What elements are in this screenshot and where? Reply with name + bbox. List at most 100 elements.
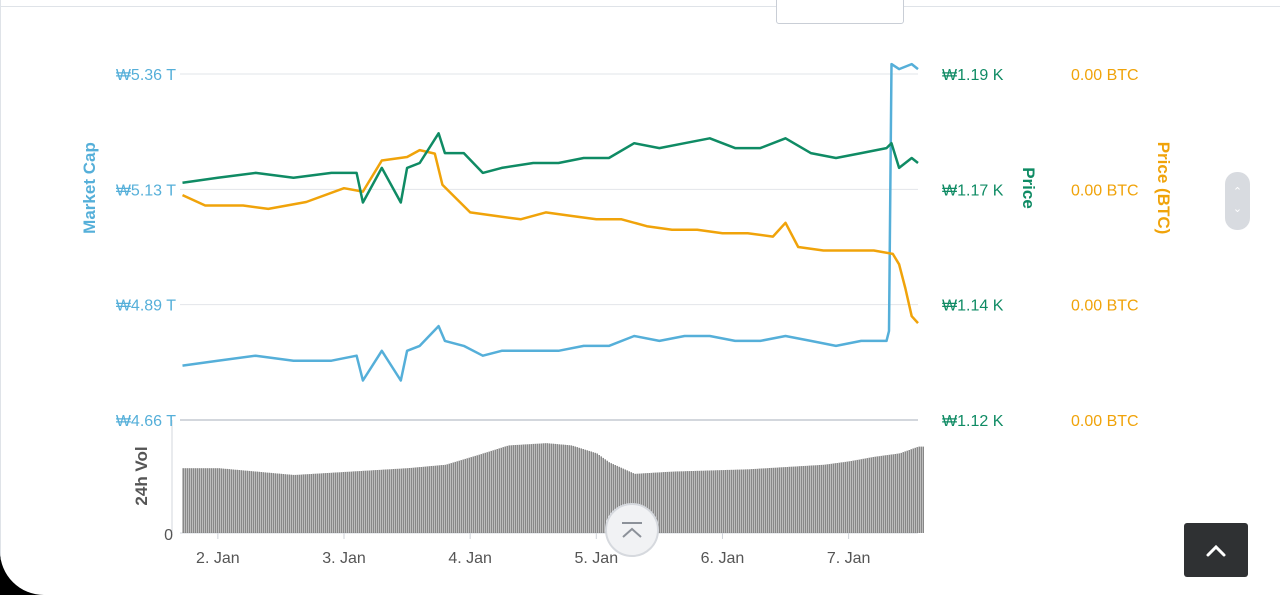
volume-bar bbox=[650, 472, 652, 533]
volume-bar bbox=[582, 449, 584, 533]
volume-bar bbox=[810, 465, 812, 533]
volume-bar bbox=[610, 463, 612, 533]
volume-bar bbox=[748, 469, 750, 533]
volume-bar bbox=[790, 466, 792, 533]
volume-bar bbox=[508, 445, 510, 533]
volume-bar bbox=[620, 467, 622, 533]
volume-bar bbox=[674, 471, 676, 533]
scroll-to-top-circle-button[interactable] bbox=[605, 503, 659, 557]
volume-bar bbox=[194, 468, 196, 533]
volume-bar bbox=[276, 473, 278, 533]
volume-bar bbox=[486, 452, 488, 533]
volume-bar bbox=[550, 443, 552, 533]
volume-bar bbox=[262, 472, 264, 533]
volume-bar bbox=[316, 473, 318, 533]
volume-bar bbox=[574, 446, 576, 533]
volume-bar bbox=[524, 444, 526, 533]
volume-bar bbox=[300, 474, 302, 533]
volume-bar bbox=[910, 449, 912, 533]
volume-bar bbox=[640, 473, 642, 533]
volume-bars bbox=[182, 443, 924, 533]
chevron-up-icon[interactable]: ⌃ bbox=[1232, 186, 1243, 198]
volume-bar bbox=[752, 469, 754, 533]
volume-bar bbox=[386, 469, 388, 533]
volume-bar bbox=[514, 445, 516, 533]
volume-bar bbox=[780, 467, 782, 533]
volume-bar bbox=[374, 470, 376, 533]
volume-bar bbox=[618, 466, 620, 533]
volume-bar bbox=[648, 473, 650, 533]
volume-bar bbox=[440, 465, 442, 533]
volume-bar bbox=[380, 469, 382, 533]
volume-bar bbox=[872, 457, 874, 533]
volume-bar bbox=[466, 458, 468, 533]
market-cap-axis-label: Market Cap bbox=[80, 142, 99, 234]
volume-bar bbox=[840, 462, 842, 533]
volume-bar bbox=[218, 468, 220, 533]
volume-bar bbox=[384, 469, 386, 533]
price-line bbox=[182, 132, 919, 204]
volume-bar bbox=[644, 473, 646, 533]
volume-bar bbox=[394, 468, 396, 533]
volume-bar bbox=[816, 465, 818, 533]
volume-bar bbox=[794, 466, 796, 533]
chart-range-dropdown[interactable] bbox=[776, 0, 904, 24]
volume-bar bbox=[228, 469, 230, 533]
volume-bar bbox=[532, 443, 534, 533]
volume-bar bbox=[498, 448, 500, 533]
volume-bar bbox=[558, 444, 560, 533]
volume-bar bbox=[868, 457, 870, 533]
volume-bar bbox=[588, 450, 590, 533]
volume-tick-label: 0 bbox=[164, 527, 173, 544]
volume-bar bbox=[506, 445, 508, 533]
volume-bar bbox=[282, 474, 284, 533]
volume-bar bbox=[846, 461, 848, 533]
volume-bar bbox=[314, 473, 316, 533]
volume-bar bbox=[882, 455, 884, 533]
volume-bar bbox=[754, 468, 756, 533]
volume-bar bbox=[744, 469, 746, 533]
volume-bar bbox=[290, 474, 292, 533]
volume-bar bbox=[312, 473, 314, 533]
volume-bar bbox=[334, 472, 336, 533]
volume-bar bbox=[326, 473, 328, 533]
volume-bar bbox=[456, 461, 458, 533]
volume-bar bbox=[554, 443, 556, 533]
volume-bar bbox=[414, 467, 416, 533]
volume-bar bbox=[198, 468, 200, 533]
volume-bar bbox=[572, 445, 574, 533]
volume-bar bbox=[210, 468, 212, 533]
volume-bar bbox=[526, 444, 528, 533]
volume-bar bbox=[850, 461, 852, 533]
x-tick-label: 4. Jan bbox=[448, 550, 492, 567]
volume-bar bbox=[546, 443, 548, 533]
volume-bar bbox=[410, 467, 412, 533]
back-to-top-button[interactable] bbox=[1184, 523, 1248, 577]
volume-bar bbox=[504, 446, 506, 533]
volume-bar bbox=[826, 464, 828, 533]
chart-scroll-widget[interactable]: ⌃ ⌄ bbox=[1225, 172, 1250, 230]
volume-bar bbox=[654, 472, 656, 533]
volume-bar bbox=[510, 445, 512, 533]
volume-bar bbox=[758, 468, 760, 533]
volume-bar bbox=[914, 447, 916, 533]
volume-bar bbox=[844, 461, 846, 533]
volume-bar bbox=[444, 464, 446, 533]
top-divider bbox=[0, 6, 1280, 7]
volume-bar bbox=[596, 453, 598, 533]
volume-bar bbox=[268, 472, 270, 533]
x-tick-label: 3. Jan bbox=[322, 550, 366, 567]
price-btc-tick-label: 0.00 BTC bbox=[1071, 413, 1139, 430]
x-tick-label: 6. Jan bbox=[701, 550, 745, 567]
volume-bar bbox=[272, 473, 274, 533]
volume-bar bbox=[358, 471, 360, 533]
volume-bar bbox=[626, 470, 628, 533]
volume-bar bbox=[348, 471, 350, 533]
volume-bar bbox=[266, 472, 268, 533]
volume-bar bbox=[186, 468, 188, 533]
chevron-down-icon[interactable]: ⌄ bbox=[1232, 203, 1243, 215]
volume-bar bbox=[470, 457, 472, 533]
volume-bar bbox=[226, 468, 228, 533]
volume-bar bbox=[852, 460, 854, 533]
volume-bar bbox=[278, 473, 280, 533]
